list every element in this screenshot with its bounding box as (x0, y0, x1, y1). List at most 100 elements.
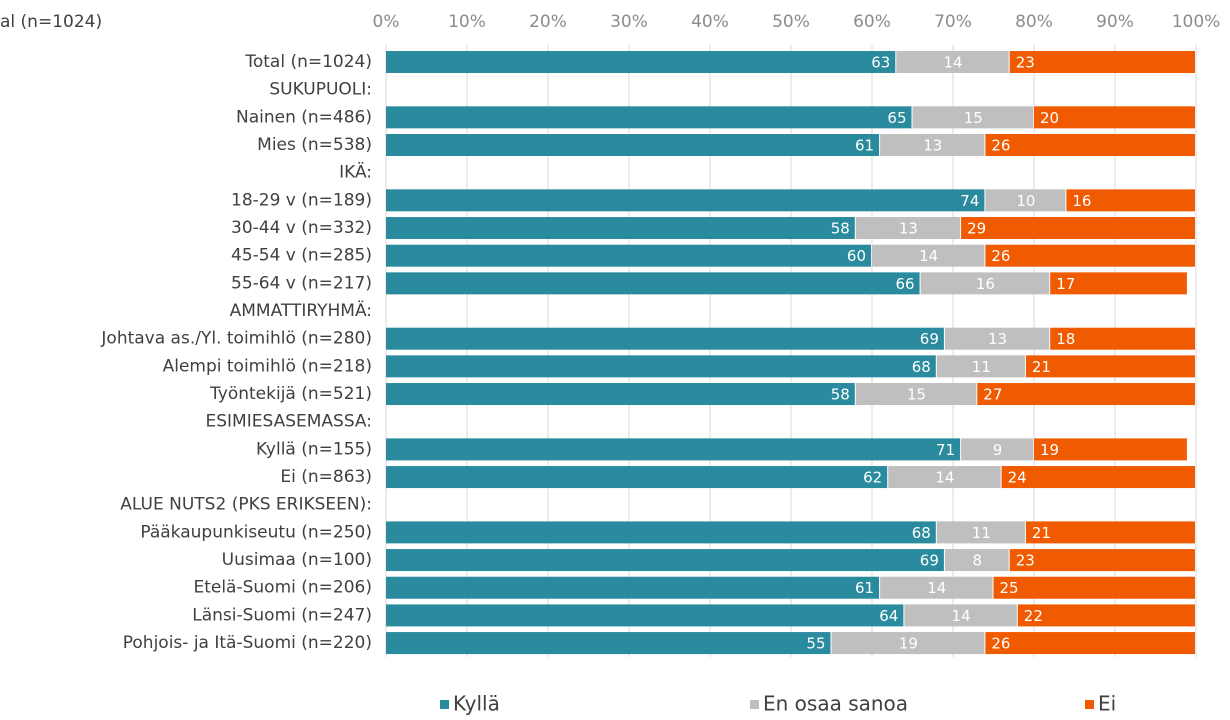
data-label: 23 (1016, 54, 1035, 72)
bar-segment (1001, 466, 1195, 489)
data-label: 23 (1016, 552, 1035, 570)
bar-segment (985, 189, 1066, 212)
bar-segment (855, 383, 977, 406)
data-label: 27 (983, 386, 1002, 404)
bar-segment (1017, 604, 1195, 627)
category-label: 18-29 v (n=189) (231, 190, 372, 210)
data-label: 19 (1040, 441, 1059, 459)
data-label: 63 (871, 54, 890, 72)
legend-label: Ei (1098, 692, 1116, 716)
bar-segment (386, 549, 944, 572)
bar-segment (1034, 438, 1187, 461)
category-label: SUKUPUOLI: (269, 80, 372, 100)
category-label: Länsi-Suomi (n=247) (192, 605, 372, 625)
data-label: 14 (943, 54, 962, 72)
x-tick-label: 80% (1015, 12, 1053, 32)
bar-segment (896, 51, 1009, 73)
data-label: 66 (896, 275, 915, 293)
x-tick-label: 10% (448, 12, 486, 32)
legend-swatch (440, 700, 449, 709)
bar-segment (855, 217, 961, 240)
x-tick-label: 100% (1172, 12, 1221, 32)
bar-segment (1050, 327, 1195, 350)
bar-segment (386, 244, 871, 267)
category-label: Pääkaupunkiseutu (n=250) (140, 522, 372, 542)
data-label: 68 (912, 524, 931, 542)
data-label: 9 (993, 441, 1003, 459)
data-label: 61 (855, 579, 874, 597)
bar-segment (386, 217, 855, 240)
x-tick-label: 60% (853, 12, 891, 32)
data-label: 65 (887, 109, 906, 127)
bar-segment (386, 189, 985, 212)
bar-segment (386, 355, 936, 378)
bar-segment (985, 134, 1195, 157)
legend-label: En osaa sanoa (763, 692, 908, 716)
bar-segment (1034, 106, 1195, 129)
data-label: 25 (1000, 579, 1019, 597)
x-tick-label: 40% (691, 12, 729, 32)
data-label: 62 (863, 469, 882, 487)
category-label: ESIMIESASEMASSA: (206, 412, 373, 432)
bar-segment (944, 549, 1009, 572)
data-label: 8 (973, 552, 983, 570)
bar-segment (880, 134, 985, 157)
bar-segment (1009, 51, 1195, 73)
bar-segment (386, 134, 880, 157)
data-label: 17 (1056, 275, 1075, 293)
bar-segment (888, 466, 1001, 489)
legend-swatch (750, 700, 759, 709)
data-label: 21 (1032, 524, 1051, 542)
category-label: 55-64 v (n=217) (231, 273, 372, 293)
data-label: 11 (972, 524, 991, 542)
data-label: 60 (847, 247, 866, 265)
x-tick-label: 90% (1096, 12, 1134, 32)
data-label: 14 (952, 607, 971, 625)
category-label: Uusimaa (n=100) (222, 550, 372, 570)
data-label: 14 (927, 579, 946, 597)
bar-segment (936, 521, 1025, 544)
bar-segment (1066, 189, 1195, 212)
bar-segment (386, 51, 896, 73)
data-label: 10 (1016, 192, 1035, 210)
data-label: 24 (1008, 469, 1027, 487)
bar-segment (1050, 272, 1187, 295)
bar-segment (1025, 355, 1195, 378)
bar-segment (386, 438, 961, 461)
bar-segment (386, 466, 888, 489)
data-label: 14 (919, 247, 938, 265)
bar-segment (961, 438, 1033, 461)
category-label: IKÄ: (339, 162, 372, 183)
data-label: 21 (1032, 358, 1051, 376)
top-label: al (n=1024) (0, 12, 102, 32)
bar-segment (985, 632, 1195, 655)
data-label: 55 (806, 635, 825, 653)
bar-segment (386, 632, 831, 655)
bar-segment (1009, 549, 1195, 572)
x-tick-label: 30% (610, 12, 648, 32)
data-label: 29 (967, 220, 986, 238)
data-label: 58 (831, 220, 850, 238)
x-tick-label: 50% (772, 12, 810, 32)
bar-segment (386, 106, 912, 129)
bar-segment (872, 244, 985, 267)
data-label: 69 (920, 552, 939, 570)
bar-segment (386, 383, 855, 406)
bar-segment (985, 244, 1195, 267)
category-label: 45-54 v (n=285) (231, 246, 372, 266)
data-label: 68 (912, 358, 931, 376)
data-label: 13 (899, 220, 918, 238)
legend-swatch (1085, 700, 1094, 709)
category-label: Nainen (n=486) (236, 107, 372, 127)
data-label: 26 (991, 247, 1010, 265)
legend-label: Kyllä (453, 692, 500, 716)
bar-segment (880, 576, 993, 599)
data-label: 64 (879, 607, 898, 625)
category-label: ALUE NUTS2 (PKS ERIKSEEN): (120, 495, 372, 515)
data-label: 22 (1024, 607, 1043, 625)
category-label: Pohjois- ja Itä-Suomi (n=220) (123, 633, 372, 653)
data-label: 20 (1040, 109, 1059, 127)
category-label: Total (n=1024) (244, 52, 372, 72)
data-label: 15 (964, 109, 983, 127)
bar-segment (961, 217, 1195, 240)
